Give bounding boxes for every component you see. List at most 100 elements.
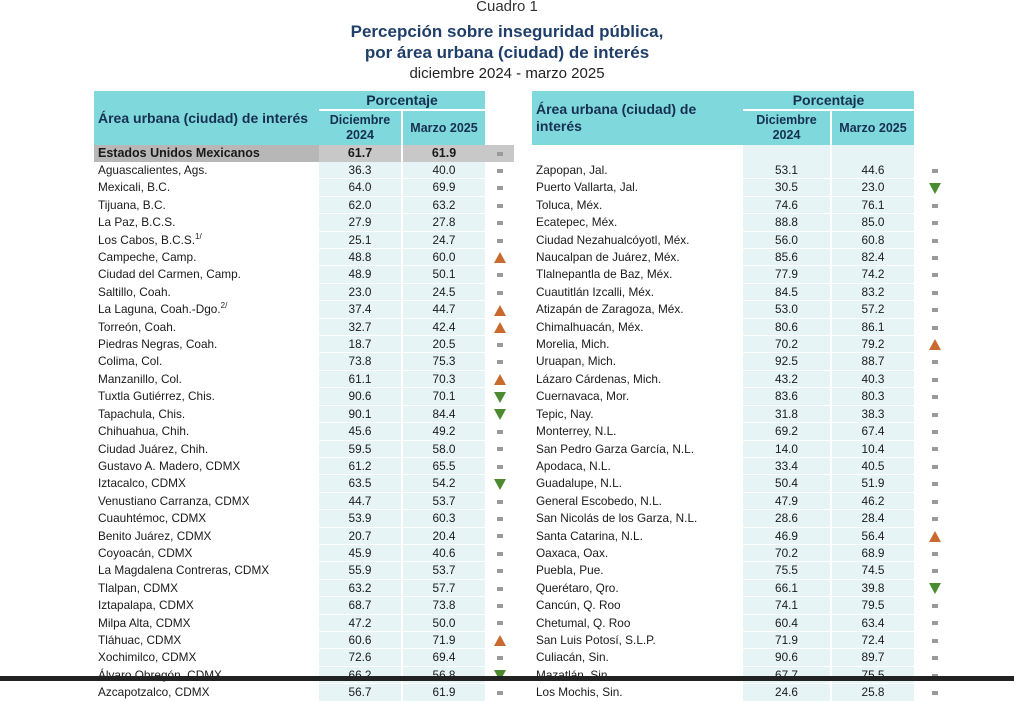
table-row: Santa Catarina, N.L. 46.9 56.4 xyxy=(532,527,956,545)
table-row: Tuxtla Gutiérrez, Chis. 90.6 70.1 xyxy=(94,387,515,406)
value-dic-2024: 90.1 xyxy=(319,405,401,424)
area-name: Cuautitlán Izcalli, Méx. xyxy=(536,284,655,299)
area-name: Tepic, Nay. xyxy=(536,406,594,421)
value-dic-2024: 36.3 xyxy=(319,162,401,180)
column-gap xyxy=(830,614,832,632)
value-dic-2024: 60.4 xyxy=(743,614,830,632)
value-mar-2025: 73.8 xyxy=(403,596,486,615)
value-mar-2025: 60.3 xyxy=(403,509,486,528)
table-row: Guadalupe, N.L. 50.4 51.9 xyxy=(532,474,956,493)
trend-cell xyxy=(485,387,515,406)
table-row: Apodaca, N.L. 33.4 40.5 xyxy=(532,457,956,476)
area-name-cell: Ciudad Nezahualcóyotl, Méx. xyxy=(532,231,743,250)
no-change-icon xyxy=(931,255,938,260)
column-gap xyxy=(830,231,832,250)
area-name-cell: Cuernavaca, Mor. xyxy=(532,387,743,406)
trend-cell xyxy=(485,666,515,685)
area-name: La Laguna, Coah.-Dgo. xyxy=(98,302,221,317)
no-change-icon xyxy=(496,186,503,191)
national-row: Estados Unidos Mexicanos 61.7 61.9 xyxy=(94,145,515,162)
column-gap xyxy=(401,422,403,441)
column-gap xyxy=(830,335,832,354)
decrease-triangle-icon xyxy=(928,182,941,194)
value-mar-2025: 51.9 xyxy=(832,474,915,493)
no-change-icon xyxy=(931,308,938,313)
area-name: Manzanillo, Col. xyxy=(98,371,182,386)
trend-cell xyxy=(485,196,515,215)
value-mar-2025: 71.9 xyxy=(403,631,486,650)
trend-cell xyxy=(914,370,956,389)
value-mar-2025: 84.4 xyxy=(403,405,486,424)
value-mar-2025: 50.1 xyxy=(403,265,486,284)
trend-cell xyxy=(914,614,956,632)
table-row: Chimalhuacán, Méx. 80.6 86.1 xyxy=(532,318,956,337)
value-mar-2025: 40.3 xyxy=(832,370,915,389)
value-dic-2024: 30.5 xyxy=(743,178,830,197)
area-name: Cuernavaca, Mor. xyxy=(536,389,630,404)
value-mar-2025: 57.2 xyxy=(832,300,915,319)
value-mar-2025: 72.4 xyxy=(832,631,915,650)
value-dic-2024: 53.0 xyxy=(743,300,830,319)
column-gap xyxy=(830,474,832,493)
trend-cell xyxy=(485,145,515,162)
table-row: San Luis Potosí, S.L.P. 71.9 72.4 xyxy=(532,631,956,650)
column-gap xyxy=(401,527,403,545)
area-name-cell: Tuxtla Gutiérrez, Chis. xyxy=(94,387,319,406)
trend-cell xyxy=(485,405,515,424)
value-mar-2025: 61.9 xyxy=(403,683,486,702)
value-mar-2025: 25.8 xyxy=(832,683,915,702)
area-name-cell: Azcapotzalco, CDMX xyxy=(94,683,319,702)
area-name: Uruapan, Mich. xyxy=(536,354,616,369)
table-row: Tlalpan, CDMX 63.2 57.7 xyxy=(94,579,515,598)
trend-cell xyxy=(485,474,515,493)
area-name: La Paz, B.C.S. xyxy=(98,215,176,230)
area-name-cell: Xochimilco, CDMX xyxy=(94,648,319,667)
table-row: Oaxaca, Oax. 70.2 68.9 xyxy=(532,544,956,563)
trend-cell xyxy=(914,248,956,267)
area-name-cell: Culiacán, Sin. xyxy=(532,648,743,667)
column-gap xyxy=(830,422,832,441)
value-mar-2025: 40.0 xyxy=(403,162,486,180)
value-mar-2025: 75.3 xyxy=(403,352,486,371)
value-mar-2025: 79.2 xyxy=(832,335,915,354)
area-name: Estados Unidos Mexicanos xyxy=(98,146,260,161)
trend-cell xyxy=(914,213,956,232)
value-mar-2025: 67.4 xyxy=(832,422,915,441)
table-row: Tláhuac, CDMX 60.6 71.9 xyxy=(94,631,515,650)
table-row: Culiacán, Sin. 90.6 89.7 xyxy=(532,648,956,667)
value-dic-2024: 25.1 xyxy=(319,231,401,250)
column-gap xyxy=(401,509,403,528)
value-mar-2025: 60.8 xyxy=(832,231,915,250)
column-gap xyxy=(401,492,403,511)
area-name: Cancún, Q. Roo xyxy=(536,598,621,613)
no-change-icon xyxy=(931,691,938,696)
table-row: Los Mochis, Sin. 24.6 25.8 xyxy=(532,683,956,702)
area-name-cell: Manzanillo, Col. xyxy=(94,370,319,389)
table-row: Cuernavaca, Mor. 83.6 80.3 xyxy=(532,387,956,406)
value-mar-2025: 69.4 xyxy=(403,648,486,667)
area-name-cell: Zapopan, Jal. xyxy=(532,162,743,180)
column-gap xyxy=(401,544,403,563)
value-mar-2025: 28.4 xyxy=(832,509,915,528)
area-name-cell: Chimalhuacán, Méx. xyxy=(532,318,743,337)
column-gap xyxy=(401,352,403,371)
area-name: General Escobedo, N.L. xyxy=(536,493,662,508)
value-mar-2025: 24.5 xyxy=(403,283,486,302)
decrease-triangle-icon xyxy=(493,670,506,682)
trend-cell xyxy=(914,683,956,702)
no-change-icon xyxy=(496,517,503,522)
area-name: Iztapalapa, CDMX xyxy=(98,598,194,613)
column-gap xyxy=(830,162,832,180)
value-mar-2025: 39.8 xyxy=(832,579,915,598)
value-dic-2024: 67.7 xyxy=(743,666,830,685)
area-name-cell: San Nicolás de los Garza, N.L. xyxy=(532,509,743,528)
area-name: Santa Catarina, N.L. xyxy=(536,528,643,543)
value-mar-2025: 54.2 xyxy=(403,474,486,493)
value-mar-2025: 60.0 xyxy=(403,248,486,267)
value-mar-2025: 79.5 xyxy=(832,596,915,615)
area-name: Gustavo A. Madero, CDMX xyxy=(98,458,241,473)
column-gap xyxy=(830,579,832,598)
trend-cell xyxy=(485,335,515,354)
spacer-cell xyxy=(532,145,743,162)
no-change-icon xyxy=(496,168,503,173)
